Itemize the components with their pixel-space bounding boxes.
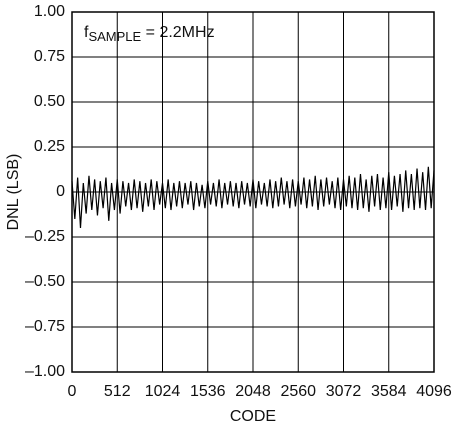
annotation: fSAMPLE = 2.2MHz xyxy=(84,24,215,44)
y-tick-label: –1.00 xyxy=(25,363,65,380)
y-tick-label: 1.00 xyxy=(34,3,65,20)
y-tick-label: 0.25 xyxy=(34,138,65,155)
y-tick-label: 0 xyxy=(56,183,65,200)
y-tick-label: 0.75 xyxy=(34,48,65,65)
x-tick-label: 0 xyxy=(68,383,77,400)
x-axis-label: CODE xyxy=(230,408,276,425)
data-line xyxy=(71,166,435,229)
x-tick-label: 1536 xyxy=(190,383,226,400)
x-tick-label: 3072 xyxy=(326,383,362,400)
y-tick-label: –0.25 xyxy=(25,228,65,245)
x-tick-label: 2048 xyxy=(235,383,271,400)
x-tick-label: 1024 xyxy=(145,383,181,400)
y-tick-label: –0.75 xyxy=(25,318,65,335)
annotation-main: f xyxy=(84,24,89,41)
x-tick-label: 3584 xyxy=(371,383,407,400)
x-tick-label: 2560 xyxy=(280,383,316,400)
x-tick-label: 4096 xyxy=(416,383,452,400)
x-tick-label: 512 xyxy=(104,383,131,400)
y-tick-label: –0.50 xyxy=(25,273,65,290)
annotation-rest: = 2.2MHz xyxy=(141,24,214,41)
y-axis-label: DNL (LSB) xyxy=(5,154,22,231)
annotation-sub: SAMPLE xyxy=(88,29,141,44)
y-tick-label: 0.50 xyxy=(34,93,65,110)
